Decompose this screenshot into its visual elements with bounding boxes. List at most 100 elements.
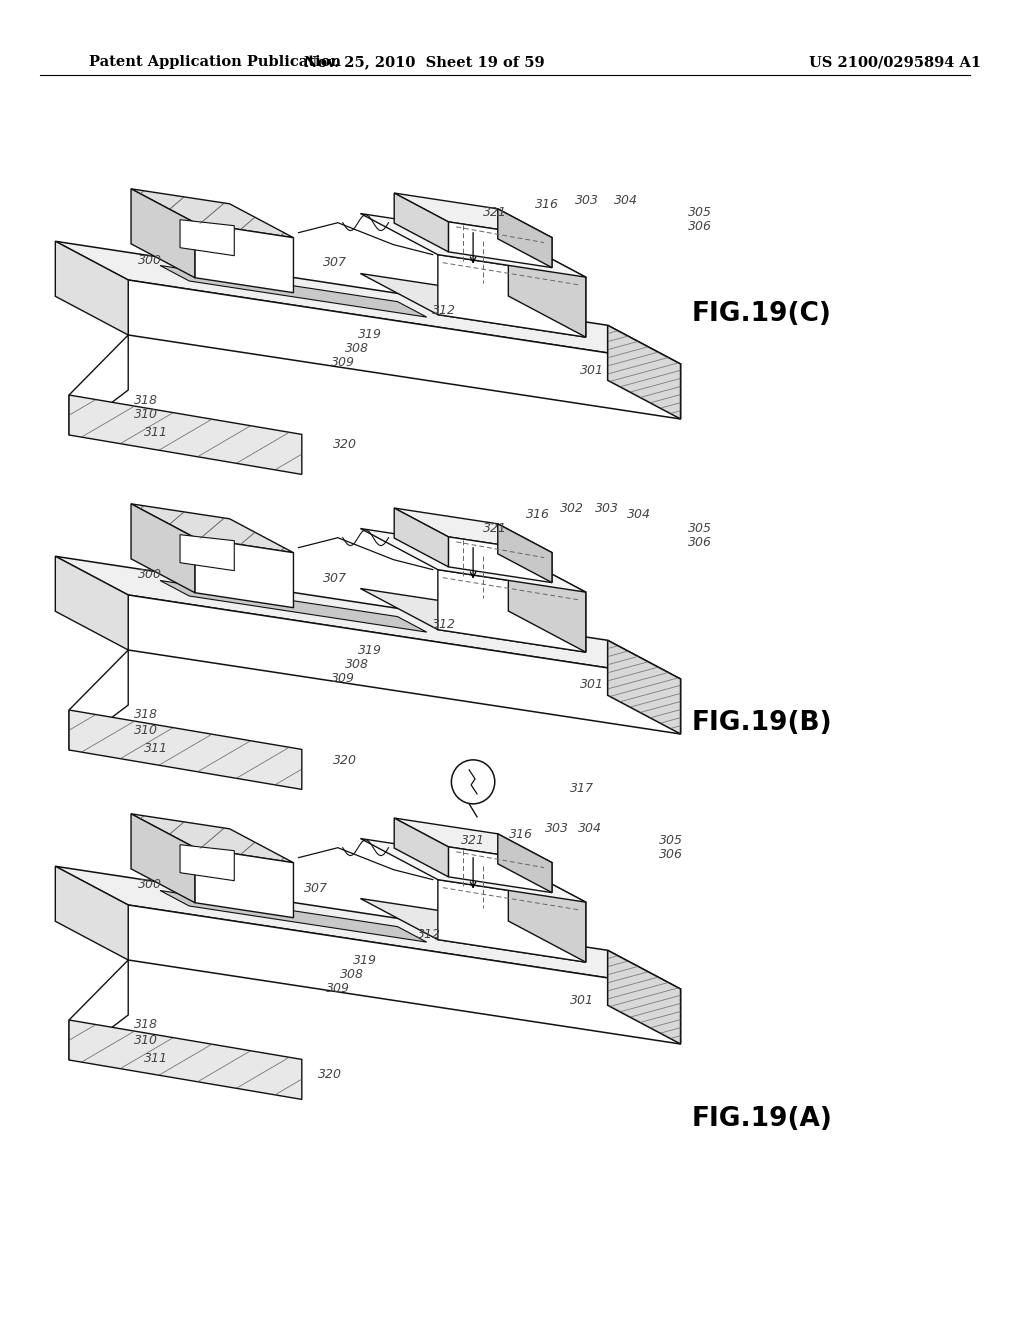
Text: 310: 310 — [134, 1034, 158, 1047]
Polygon shape — [360, 273, 586, 337]
Text: 300: 300 — [138, 569, 162, 582]
Text: 316: 316 — [536, 198, 559, 211]
Text: 320: 320 — [333, 438, 357, 451]
Text: 304: 304 — [627, 508, 651, 521]
Polygon shape — [394, 193, 449, 252]
Text: 305: 305 — [688, 206, 713, 219]
Text: 316: 316 — [509, 829, 532, 842]
Text: 303: 303 — [574, 194, 599, 206]
Text: 318: 318 — [134, 709, 158, 722]
Text: 301: 301 — [580, 363, 604, 376]
Polygon shape — [195, 847, 294, 917]
Text: FIG.19(C): FIG.19(C) — [692, 301, 831, 327]
Polygon shape — [131, 504, 195, 593]
Polygon shape — [449, 847, 552, 892]
Text: 319: 319 — [357, 329, 382, 342]
Text: 304: 304 — [614, 194, 638, 206]
Text: 308: 308 — [345, 342, 369, 355]
Polygon shape — [449, 222, 552, 268]
Polygon shape — [394, 508, 552, 553]
Text: 307: 307 — [324, 572, 347, 585]
Polygon shape — [607, 325, 681, 418]
Polygon shape — [360, 528, 586, 593]
Polygon shape — [131, 189, 195, 277]
Text: 309: 309 — [331, 672, 355, 685]
Polygon shape — [438, 879, 586, 962]
Polygon shape — [508, 236, 586, 337]
Text: Patent Application Publication: Patent Application Publication — [89, 55, 341, 69]
Polygon shape — [128, 906, 681, 1044]
Text: 318: 318 — [134, 1019, 158, 1031]
Text: 310: 310 — [134, 408, 158, 421]
Text: 312: 312 — [417, 928, 441, 941]
Text: 306: 306 — [688, 220, 713, 234]
Text: 312: 312 — [432, 619, 456, 631]
Text: 320: 320 — [333, 754, 357, 767]
Polygon shape — [394, 818, 449, 876]
Text: FIG.19(B): FIG.19(B) — [692, 710, 833, 737]
Polygon shape — [55, 866, 681, 989]
Polygon shape — [438, 255, 586, 337]
Polygon shape — [508, 550, 586, 652]
Polygon shape — [131, 814, 294, 863]
Polygon shape — [131, 189, 294, 238]
Polygon shape — [180, 219, 234, 256]
Text: 307: 307 — [324, 256, 347, 269]
Polygon shape — [160, 891, 427, 942]
Polygon shape — [360, 899, 586, 962]
Polygon shape — [160, 265, 427, 317]
Polygon shape — [69, 335, 128, 436]
Polygon shape — [195, 537, 294, 607]
Text: 319: 319 — [353, 953, 377, 966]
Polygon shape — [180, 845, 234, 880]
Text: 306: 306 — [688, 536, 713, 549]
Text: 317: 317 — [570, 781, 594, 795]
Polygon shape — [69, 960, 128, 1060]
Polygon shape — [498, 209, 552, 268]
Text: 309: 309 — [327, 982, 350, 994]
Text: 302: 302 — [560, 502, 584, 515]
Text: 300: 300 — [138, 879, 162, 891]
Polygon shape — [607, 950, 681, 1044]
Polygon shape — [69, 1020, 302, 1100]
Text: 303: 303 — [595, 502, 618, 515]
Polygon shape — [69, 649, 128, 750]
Text: 316: 316 — [525, 508, 550, 521]
Text: 310: 310 — [134, 723, 158, 737]
Polygon shape — [394, 193, 552, 238]
Polygon shape — [508, 861, 586, 962]
Text: 300: 300 — [138, 253, 162, 267]
Polygon shape — [360, 589, 586, 652]
Polygon shape — [498, 524, 552, 582]
Polygon shape — [360, 214, 586, 277]
Text: 321: 321 — [483, 206, 507, 219]
Polygon shape — [394, 508, 449, 566]
Polygon shape — [55, 242, 681, 364]
Polygon shape — [498, 834, 552, 892]
Text: 307: 307 — [304, 882, 328, 895]
Text: US 2100/0295894 A1: US 2100/0295894 A1 — [809, 55, 981, 69]
Text: 304: 304 — [578, 821, 602, 834]
Text: 311: 311 — [143, 426, 168, 440]
Polygon shape — [449, 537, 552, 582]
Text: 308: 308 — [345, 657, 369, 671]
Text: FIG.19(A): FIG.19(A) — [692, 1106, 833, 1133]
Text: 311: 311 — [143, 1052, 168, 1064]
Polygon shape — [55, 556, 681, 678]
Polygon shape — [128, 595, 681, 734]
Text: 306: 306 — [658, 847, 683, 861]
Polygon shape — [180, 535, 234, 570]
Text: 305: 305 — [658, 833, 683, 846]
Text: 318: 318 — [134, 393, 158, 407]
Text: 305: 305 — [688, 521, 713, 535]
Polygon shape — [438, 570, 586, 652]
Text: 321: 321 — [483, 521, 507, 535]
Text: 321: 321 — [462, 833, 485, 846]
Text: 320: 320 — [318, 1068, 342, 1081]
Polygon shape — [69, 395, 302, 474]
Text: 308: 308 — [340, 968, 365, 981]
Polygon shape — [55, 866, 128, 960]
Text: 312: 312 — [432, 304, 456, 317]
Polygon shape — [69, 710, 302, 789]
Polygon shape — [55, 242, 128, 335]
